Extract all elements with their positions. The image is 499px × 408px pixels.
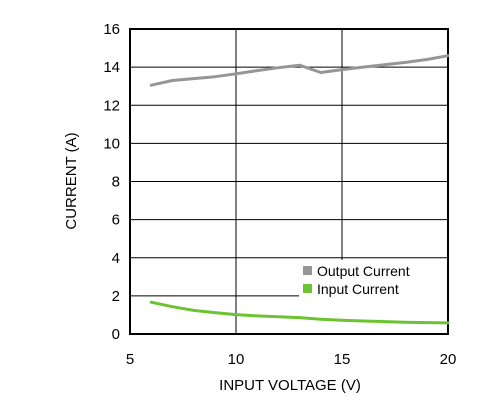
grid xyxy=(130,29,448,334)
x-tick-label: 5 xyxy=(126,351,134,368)
x-tick-label: 15 xyxy=(334,351,351,368)
y-tick-label: 12 xyxy=(103,97,120,114)
legend-label: Output Current xyxy=(317,263,410,279)
series-line-input-current xyxy=(149,300,450,325)
y-tick-label: 2 xyxy=(112,288,120,305)
series-line-output-current xyxy=(149,54,450,87)
y-tick-label: 16 xyxy=(103,21,120,38)
x-tick-labels: 5 10 15 20 xyxy=(126,351,457,368)
legend-swatch xyxy=(303,266,312,275)
x-tick-label: 20 xyxy=(440,351,457,368)
plot-frame xyxy=(129,28,449,335)
legend: Output Current Input Current xyxy=(303,263,410,297)
y-tick-labels: 0 2 4 6 8 10 12 14 16 xyxy=(103,21,120,343)
y-tick-label: 10 xyxy=(103,135,120,152)
y-tick-label: 4 xyxy=(112,250,120,267)
legend-swatch xyxy=(303,284,312,293)
y-tick-label: 14 xyxy=(103,59,120,76)
x-axis-title: INPUT VOLTAGE (V) xyxy=(219,377,361,394)
legend-label: Input Current xyxy=(317,281,399,297)
y-tick-label: 6 xyxy=(112,212,120,229)
x-tick-label: 10 xyxy=(228,351,245,368)
series-lines xyxy=(149,54,450,325)
y-axis-title: CURRENT (A) xyxy=(63,132,80,229)
y-tick-label: 8 xyxy=(112,174,120,191)
plot-border xyxy=(129,28,449,335)
y-tick-label: 0 xyxy=(112,326,120,343)
